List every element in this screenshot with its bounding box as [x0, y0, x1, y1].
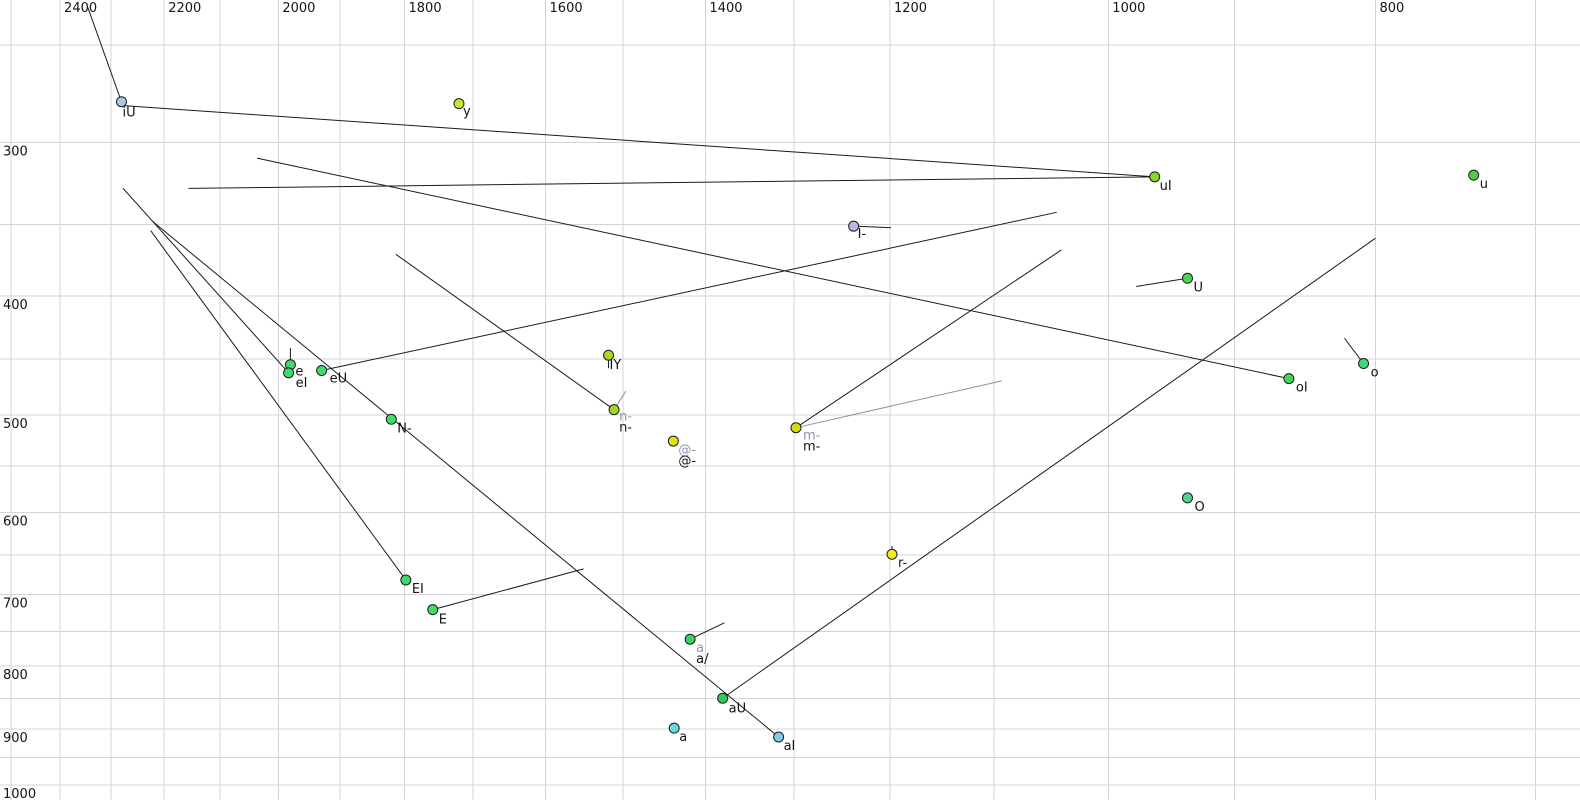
point-m-[interactable] — [790, 422, 802, 434]
point-label-E: E — [439, 613, 447, 628]
trajectory-m--1 — [795, 380, 1002, 429]
trajectory-aI-0 — [152, 221, 779, 738]
x-axis-tick-1400: 1400 — [709, 1, 742, 16]
trajectory-U-0 — [1136, 277, 1188, 288]
trajectory-n--0 — [395, 253, 615, 411]
trajectory-m--0 — [795, 249, 1062, 429]
point-r-[interactable] — [886, 548, 898, 560]
point-label-aI: aI — [784, 739, 796, 754]
point-label-aU: aU — [729, 701, 746, 716]
trajectory-E-0 — [432, 568, 584, 611]
point-label-@-: @- — [678, 454, 696, 469]
point-label-m-: m- — [803, 440, 821, 455]
y-axis-tick-1000: 1000 — [3, 787, 36, 800]
point-label-oI: oI — [1296, 381, 1308, 396]
trajectory-iU-0 — [87, 7, 122, 102]
point-gray-label-n-: n- — [619, 410, 632, 425]
point-label-iU: iU — [122, 106, 135, 121]
trajectory-uI-1 — [188, 176, 1155, 189]
x-axis-tick-2400: 2400 — [64, 1, 97, 16]
point-label-U: U — [1193, 280, 1203, 295]
point-eU[interactable] — [316, 365, 328, 377]
point-label-I-: I- — [858, 227, 867, 242]
point-label-eI: eI — [296, 376, 308, 391]
point-label-N-: N- — [397, 421, 412, 436]
point-iU[interactable] — [115, 96, 127, 108]
point-a[interactable] — [668, 722, 680, 734]
y-axis-tick-800: 800 — [3, 668, 28, 683]
point-label-n-: n- — [619, 421, 632, 436]
trajectory-oI-0 — [256, 157, 1289, 380]
trajectory-a/-0 — [689, 622, 725, 640]
trajectory-EI-0 — [150, 230, 407, 581]
point-eI[interactable] — [283, 367, 295, 379]
trajectory-eI-0 — [122, 188, 289, 374]
point-y[interactable] — [453, 98, 465, 110]
point-label-a/: a/ — [696, 652, 709, 667]
point-EI[interactable] — [400, 574, 412, 586]
x-axis-tick-1200: 1200 — [894, 1, 927, 16]
point-label-e: e — [295, 365, 303, 380]
y-axis-tick-400: 400 — [3, 298, 28, 313]
y-axis-tick-900: 900 — [3, 731, 28, 746]
y-axis-tick-700: 700 — [3, 597, 28, 612]
y-axis-tick-500: 500 — [3, 417, 28, 432]
point-label-EI: EI — [412, 582, 424, 597]
point-uI[interactable] — [1149, 171, 1161, 183]
point-U[interactable] — [1181, 272, 1193, 284]
trajectory-uI-0 — [122, 105, 1155, 178]
point-aI[interactable] — [773, 731, 785, 743]
trajectory-aU-0 — [722, 237, 1376, 699]
point-oI[interactable] — [1283, 373, 1295, 385]
x-axis-tick-800: 800 — [1379, 1, 1404, 16]
x-axis-tick-1000: 1000 — [1112, 1, 1145, 16]
point-label-y: y — [463, 105, 471, 120]
point-@-[interactable] — [667, 435, 679, 447]
point-label-u: u — [1480, 177, 1488, 192]
point-gray-label-m-: m- — [803, 429, 821, 444]
x-axis-tick-1600: 1600 — [550, 1, 583, 16]
point-gray-label-@-: @- — [678, 443, 696, 458]
y-axis-tick-300: 300 — [3, 144, 28, 159]
point-n-[interactable] — [608, 404, 620, 416]
point-label-uI: uI — [1160, 179, 1172, 194]
point-label-eU: eU — [330, 372, 348, 387]
point-label-O: O — [1194, 500, 1204, 515]
point-E[interactable] — [427, 604, 439, 616]
x-axis-tick-2200: 2200 — [168, 1, 201, 16]
point-label-o: o — [1371, 366, 1379, 381]
trajectory-eU-0 — [321, 211, 1057, 372]
point-label-IY: IY — [610, 358, 622, 373]
point-o[interactable] — [1358, 358, 1370, 370]
point-I-[interactable] — [848, 220, 860, 232]
point-IY[interactable] — [603, 349, 615, 361]
point-O[interactable] — [1181, 492, 1193, 504]
x-axis-tick-2000: 2000 — [282, 1, 315, 16]
point-label-r-: r- — [898, 556, 908, 571]
y-axis-tick-600: 600 — [3, 514, 28, 529]
point-label-a: a — [679, 730, 687, 745]
point-gray-label-a/: a — [696, 641, 704, 656]
point-N-[interactable] — [385, 413, 397, 425]
point-a/[interactable] — [684, 633, 696, 645]
point-aU[interactable] — [717, 692, 729, 704]
trajectory-I--0 — [853, 225, 892, 229]
point-u[interactable] — [1468, 169, 1480, 181]
x-axis-tick-1800: 1800 — [409, 1, 442, 16]
